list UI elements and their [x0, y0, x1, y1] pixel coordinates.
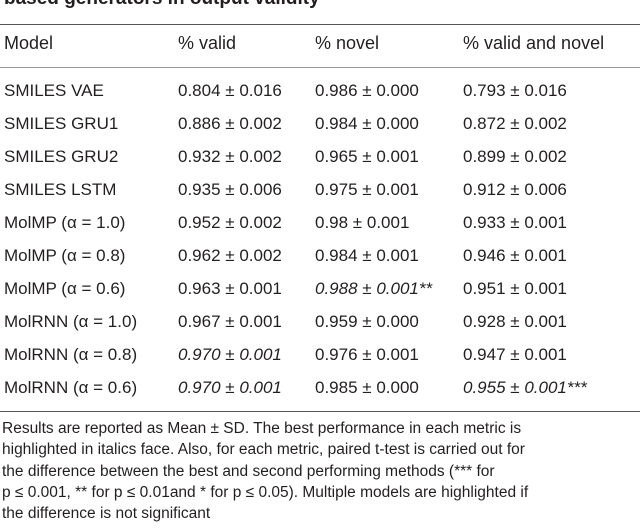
- table-cell: 0.959 ± 0.000: [315, 312, 419, 331]
- table-cell: 0.963 ± 0.001: [178, 279, 282, 298]
- table-cell: 0.976 ± 0.001: [315, 345, 419, 364]
- table-cell: 0.899 ± 0.002: [463, 147, 567, 166]
- footnote-line: Results are reported as Mean ± SD. The b…: [2, 420, 522, 437]
- table-cell: 0.970 ± 0.001: [178, 378, 282, 397]
- table-cell: MolRNN (α = 0.6): [4, 378, 138, 397]
- table-cell: MolRNN (α = 1.0): [4, 312, 138, 331]
- table-cell: 0.933 ± 0.001: [463, 213, 567, 232]
- footnote-line: p ≤ 0.001, ** for p ≤ 0.01and * for p ≤ …: [2, 483, 529, 501]
- table-cell: 0.986 ± 0.000: [315, 81, 419, 100]
- header-rule: [0, 67, 640, 68]
- table-cell: 0.886 ± 0.002: [178, 114, 282, 133]
- table-cell: 0.952 ± 0.002: [178, 213, 282, 232]
- table-cell: 0.804 ± 0.016: [178, 81, 282, 100]
- footnote-line: highlighted in italics face. Also, for e…: [2, 441, 525, 459]
- header-cell: Model: [4, 33, 54, 53]
- table-cell: 0.912 ± 0.006: [463, 180, 567, 199]
- table-cell: SMILES GRU2: [4, 147, 119, 166]
- table-cell: 0.985 ± 0.000: [315, 378, 419, 397]
- footnote-line: the difference between the best and seco…: [2, 462, 495, 480]
- table-cell: 0.984 ± 0.001: [315, 246, 419, 265]
- table-title: based generators in output validity: [4, 0, 320, 10]
- table-cell: MolMP (α = 0.6): [4, 279, 126, 298]
- table-cell: 0.984 ± 0.000: [315, 114, 419, 133]
- table-cell: 0.932 ± 0.002: [178, 147, 282, 166]
- table-cell: 0.928 ± 0.001: [463, 312, 567, 331]
- top-rule: [0, 24, 640, 25]
- table-cell: 0.946 ± 0.001: [463, 246, 567, 265]
- table-cell: SMILES GRU1: [4, 114, 119, 133]
- table-cell: SMILES LSTM: [4, 180, 117, 199]
- table-cell: MolRNN (α = 0.8): [4, 345, 138, 364]
- bottom-rule: [0, 411, 640, 412]
- table-cell: 0.988 ± 0.001**: [315, 279, 433, 298]
- header-cell: % valid: [178, 33, 237, 53]
- table-cell: 0.965 ± 0.001: [315, 147, 419, 166]
- table-cell: 0.947 ± 0.001: [463, 345, 567, 364]
- table-cell: MolMP (α = 0.8): [4, 246, 126, 265]
- table-cell: 0.951 ± 0.001: [463, 279, 567, 298]
- header-cell: % valid and novel: [463, 33, 605, 53]
- table-cell: 0.872 ± 0.002: [463, 114, 567, 133]
- footnote-line: the difference is not significant: [2, 505, 211, 523]
- table-cell: 0.962 ± 0.002: [178, 246, 282, 265]
- table-cell: 0.975 ± 0.001: [315, 180, 419, 199]
- table-cell: 0.955 ± 0.001***: [463, 378, 587, 397]
- table-cell: 0.793 ± 0.016: [463, 81, 567, 100]
- table-cell: MolMP (α = 1.0): [4, 213, 126, 232]
- table-cell: SMILES VAE: [4, 81, 104, 100]
- table-cell: 0.98 ± 0.001: [315, 213, 410, 232]
- header-cell: % novel: [315, 33, 380, 53]
- table-cell: 0.935 ± 0.006: [178, 180, 282, 199]
- table-cell: 0.970 ± 0.001: [178, 345, 282, 364]
- table-cell: 0.967 ± 0.001: [178, 312, 282, 331]
